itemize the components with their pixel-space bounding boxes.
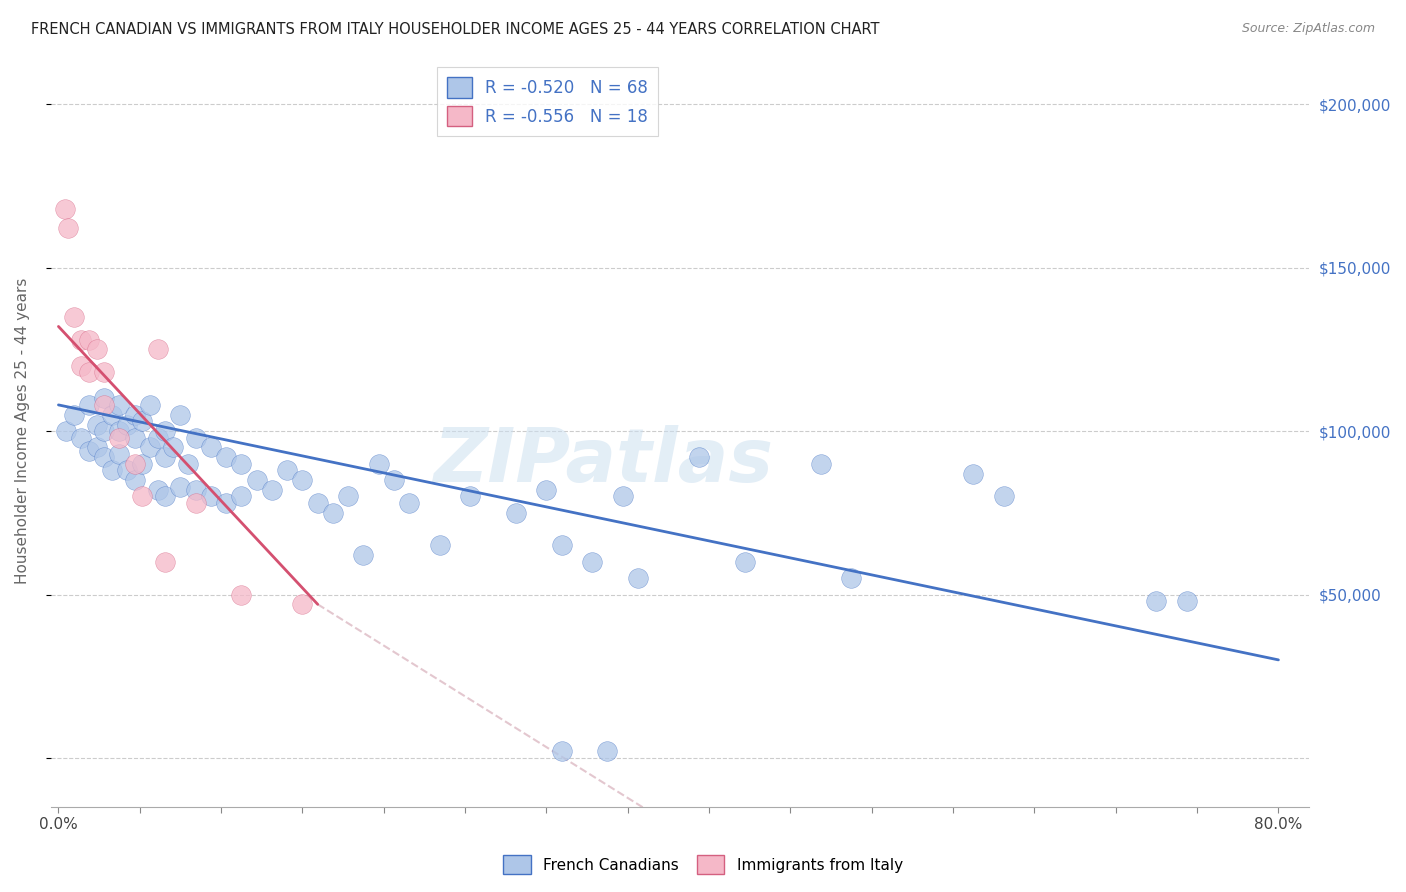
Point: [101, 408, 124, 422]
Point: [131, 490, 153, 504]
Point: [596, 744, 619, 758]
Point: [184, 483, 207, 497]
Point: [307, 496, 329, 510]
Point: [146, 483, 169, 497]
Point: [382, 473, 405, 487]
Point: [124, 431, 146, 445]
Point: [86, 441, 108, 455]
Point: [93, 450, 115, 465]
Point: [1144, 594, 1167, 608]
Point: [77, 333, 100, 347]
Point: [505, 506, 527, 520]
Point: [231, 587, 253, 601]
Point: [56, 221, 79, 235]
Point: [139, 441, 162, 455]
Point: [93, 398, 115, 412]
Point: [688, 450, 710, 465]
Point: [429, 539, 451, 553]
Point: [70, 359, 93, 373]
Point: [93, 365, 115, 379]
Point: [115, 417, 138, 432]
Point: [260, 483, 283, 497]
Point: [108, 447, 131, 461]
Point: [169, 480, 191, 494]
Point: [177, 457, 200, 471]
Point: [581, 555, 603, 569]
Point: [62, 310, 84, 324]
Y-axis label: Householder Income Ages 25 - 44 years: Householder Income Ages 25 - 44 years: [15, 278, 30, 584]
Point: [200, 490, 222, 504]
Point: [77, 365, 100, 379]
Point: [841, 571, 863, 585]
Point: [70, 431, 93, 445]
Point: [153, 424, 176, 438]
Point: [291, 473, 314, 487]
Point: [115, 463, 138, 477]
Point: [93, 424, 115, 438]
Point: [627, 571, 650, 585]
Point: [108, 431, 131, 445]
Point: [153, 490, 176, 504]
Point: [352, 549, 374, 563]
Point: [276, 463, 298, 477]
Point: [993, 490, 1015, 504]
Point: [200, 441, 222, 455]
Point: [139, 398, 162, 412]
Text: FRENCH CANADIAN VS IMMIGRANTS FROM ITALY HOUSEHOLDER INCOME AGES 25 - 44 YEARS C: FRENCH CANADIAN VS IMMIGRANTS FROM ITALY…: [31, 22, 879, 37]
Point: [367, 457, 389, 471]
Point: [536, 483, 558, 497]
Point: [734, 555, 756, 569]
Point: [246, 473, 269, 487]
Point: [398, 496, 420, 510]
Point: [146, 343, 169, 357]
Point: [77, 398, 100, 412]
Point: [153, 450, 176, 465]
Point: [62, 408, 84, 422]
Point: [550, 744, 572, 758]
Point: [291, 597, 314, 611]
Point: [108, 398, 131, 412]
Point: [124, 457, 146, 471]
Point: [124, 473, 146, 487]
Legend: R = -0.520   N = 68, R = -0.556   N = 18: R = -0.520 N = 68, R = -0.556 N = 18: [437, 67, 658, 136]
Point: [124, 408, 146, 422]
Point: [1175, 594, 1198, 608]
Point: [215, 450, 238, 465]
Point: [131, 414, 153, 428]
Point: [215, 496, 238, 510]
Point: [53, 202, 76, 216]
Point: [231, 457, 253, 471]
Point: [93, 392, 115, 406]
Point: [337, 490, 360, 504]
Point: [77, 443, 100, 458]
Point: [86, 343, 108, 357]
Point: [108, 424, 131, 438]
Point: [70, 333, 93, 347]
Point: [962, 467, 984, 481]
Legend: French Canadians, Immigrants from Italy: French Canadians, Immigrants from Italy: [498, 849, 908, 880]
Text: ZIPatlas: ZIPatlas: [434, 425, 775, 498]
Point: [322, 506, 344, 520]
Point: [86, 417, 108, 432]
Point: [550, 539, 572, 553]
Point: [153, 555, 176, 569]
Point: [131, 457, 153, 471]
Point: [810, 457, 832, 471]
Point: [612, 490, 634, 504]
Point: [55, 424, 77, 438]
Point: [146, 431, 169, 445]
Point: [169, 408, 191, 422]
Text: Source: ZipAtlas.com: Source: ZipAtlas.com: [1241, 22, 1375, 36]
Point: [458, 490, 481, 504]
Point: [231, 490, 253, 504]
Point: [162, 441, 184, 455]
Point: [101, 463, 124, 477]
Point: [184, 431, 207, 445]
Point: [184, 496, 207, 510]
